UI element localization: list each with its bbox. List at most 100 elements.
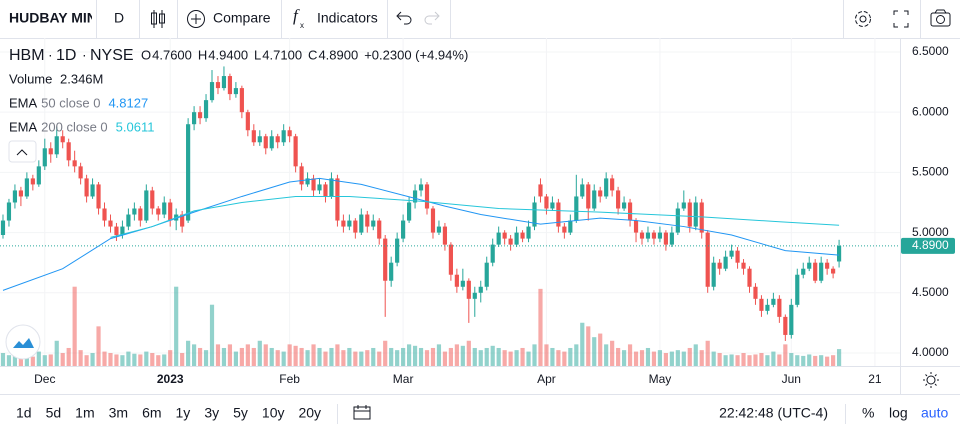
candle xyxy=(365,210,370,233)
volume-bar xyxy=(813,355,818,366)
volume-bar xyxy=(801,355,806,366)
symbol-button[interactable]: HUDBAY MIN xyxy=(9,10,97,26)
candle-body xyxy=(723,256,728,269)
volume-bar xyxy=(783,344,788,366)
volume-bar xyxy=(765,355,770,366)
volume-bar xyxy=(114,354,119,366)
redo-button[interactable] xyxy=(424,11,440,25)
candle-body xyxy=(759,298,764,311)
y-tick-label: 5.5000 xyxy=(912,165,949,179)
candle-body xyxy=(747,268,752,287)
volume-bar xyxy=(681,351,686,366)
date-range-button[interactable] xyxy=(353,405,371,420)
candle xyxy=(639,230,645,245)
percent-toggle[interactable]: % xyxy=(862,405,874,421)
candle-body xyxy=(192,112,197,125)
volume-bar xyxy=(233,351,238,366)
volume-bar xyxy=(192,344,197,366)
volume-bar xyxy=(48,354,53,366)
candle xyxy=(777,295,782,323)
volume-bar xyxy=(102,351,107,366)
range-button[interactable]: 20y xyxy=(298,405,321,421)
range-button[interactable]: 1d xyxy=(16,405,32,421)
candle-body xyxy=(96,184,101,209)
range-button[interactable]: 1y xyxy=(176,405,191,421)
candle-body xyxy=(197,112,203,119)
candle-body xyxy=(395,238,400,263)
range-button[interactable]: 6m xyxy=(142,405,161,421)
candle-body xyxy=(783,316,788,335)
candle-body xyxy=(526,226,531,239)
candle-body xyxy=(180,214,185,227)
candle xyxy=(412,184,418,209)
volume-bar xyxy=(633,351,639,366)
compare-button[interactable]: Compare xyxy=(213,10,271,26)
ema-params: 200 close 0 xyxy=(41,119,108,134)
candle-body xyxy=(627,202,633,221)
candle-body xyxy=(520,232,525,239)
volume-bar xyxy=(699,350,704,366)
range-button[interactable]: 5y xyxy=(233,405,248,421)
volume-bar xyxy=(825,356,830,366)
candle xyxy=(621,196,627,211)
volume-bar xyxy=(735,355,740,366)
candle-body xyxy=(598,190,603,197)
candle-body xyxy=(711,262,716,287)
range-button[interactable]: 10y xyxy=(262,405,285,421)
x-tick-label: Apr xyxy=(537,372,556,386)
candle-body xyxy=(442,226,448,245)
ohlc-value: 4.9400 xyxy=(208,47,248,62)
range-button[interactable]: 5d xyxy=(46,405,62,421)
interval-button[interactable]: D xyxy=(114,10,124,26)
scroll-button[interactable] xyxy=(8,140,37,163)
candle-body xyxy=(490,244,495,263)
candle xyxy=(84,174,89,203)
volume-bar xyxy=(263,344,268,366)
volume-bar xyxy=(359,351,364,366)
candle-body xyxy=(586,184,591,209)
candle-body xyxy=(353,220,358,233)
volume-bar xyxy=(323,351,328,366)
candle-body xyxy=(430,208,436,233)
undo-button[interactable] xyxy=(396,11,412,25)
volume-bar xyxy=(78,350,83,366)
candle-body xyxy=(729,250,734,257)
candle xyxy=(633,218,639,243)
volume-bar xyxy=(807,354,812,366)
candle-body xyxy=(48,148,53,155)
fullscreen-button[interactable] xyxy=(893,10,909,28)
candle-body xyxy=(317,184,322,191)
range-button[interactable]: 3m xyxy=(109,405,128,421)
volume-bar xyxy=(550,347,555,366)
volume-bar xyxy=(657,350,663,366)
candle xyxy=(616,186,621,215)
volume-bar xyxy=(418,347,424,366)
settings-button[interactable] xyxy=(855,11,871,27)
candle-body xyxy=(550,202,555,209)
candle-body xyxy=(568,220,573,233)
range-button[interactable]: 3y xyxy=(204,405,219,421)
volume-bar xyxy=(424,350,430,366)
candle xyxy=(729,244,734,260)
change-value: +0.2300 (+4.94%) xyxy=(364,47,468,62)
indicators-button[interactable]: Indicators xyxy=(317,10,378,26)
candle xyxy=(711,256,716,291)
candle-body xyxy=(478,286,483,293)
candle-body xyxy=(371,220,376,227)
volume-bar xyxy=(66,347,71,366)
candle xyxy=(807,256,812,272)
volume-bar xyxy=(675,350,680,366)
candle xyxy=(383,234,388,317)
volume-bar xyxy=(771,351,776,366)
log-toggle[interactable]: log xyxy=(889,405,908,421)
range-button[interactable]: 1m xyxy=(75,405,94,421)
axis-settings[interactable] xyxy=(923,372,939,388)
candle-body xyxy=(66,142,71,161)
candle-body xyxy=(789,304,794,335)
candle xyxy=(263,133,268,155)
auto-toggle[interactable]: auto xyxy=(921,405,948,421)
chart-type-button[interactable] xyxy=(151,10,165,28)
volume-legend: Volume xyxy=(9,71,52,86)
candle-body xyxy=(269,136,274,149)
snapshot-button[interactable] xyxy=(930,9,951,27)
